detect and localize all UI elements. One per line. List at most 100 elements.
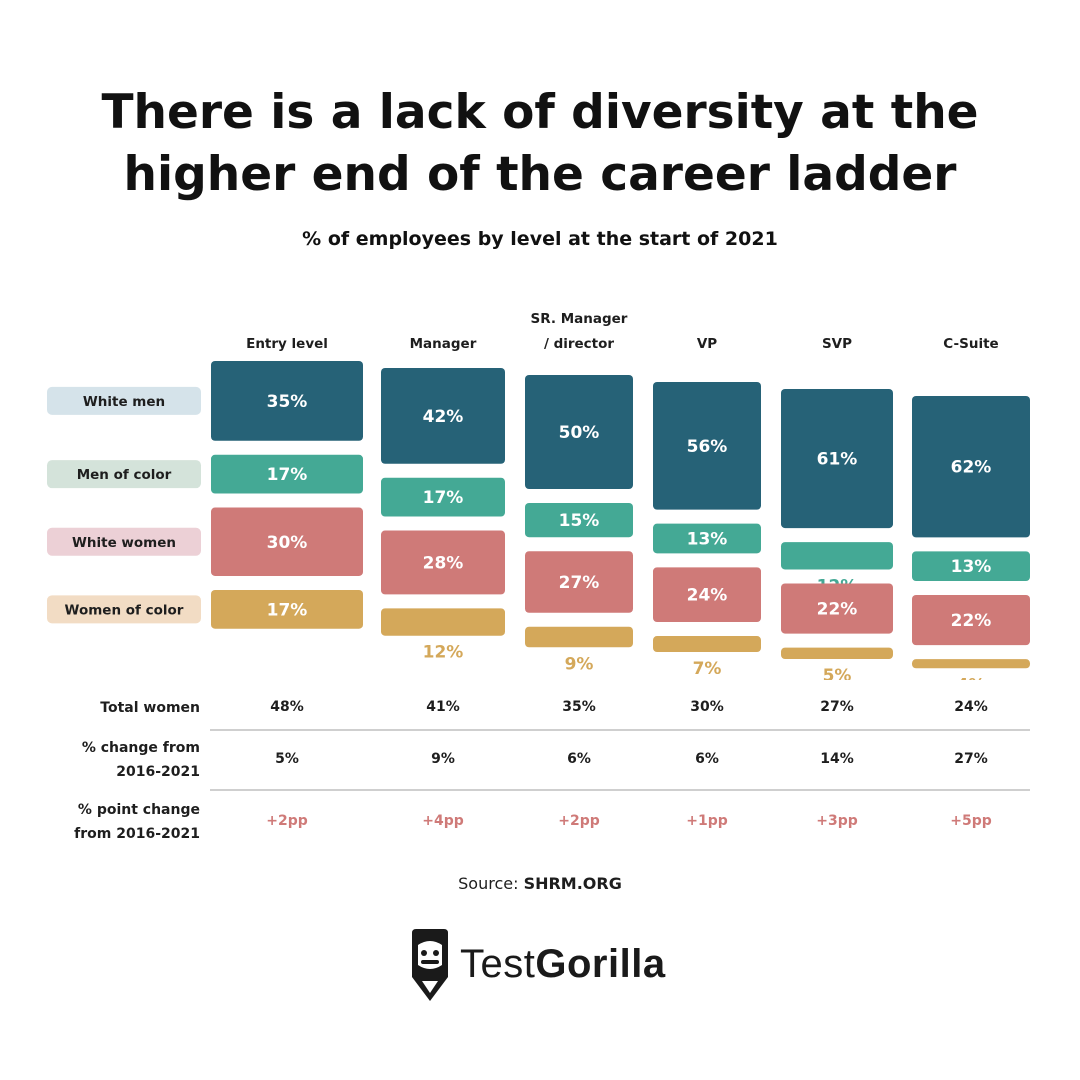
stats-cell: 14% — [820, 751, 854, 767]
legend-pill-white-men — [47, 386, 201, 415]
stats-divider — [210, 729, 1030, 731]
bar-women-of-color — [912, 659, 1030, 669]
stats-cell: +3pp — [816, 813, 858, 829]
stats-cell: 9% — [431, 751, 455, 767]
bar-white-men — [525, 375, 633, 489]
bar-women-of-color — [653, 636, 761, 652]
bar-white-women — [525, 551, 633, 613]
column-header: SR. Manager — [531, 311, 628, 327]
legend-label-white-women: White women — [72, 535, 176, 551]
source-note: Source: SHRM.ORG — [0, 874, 1080, 893]
stats-cell: 6% — [695, 751, 719, 767]
bar-value-label: 4% — [957, 675, 986, 680]
bar-white-men — [912, 396, 1030, 538]
bar-men-of-color — [653, 523, 761, 554]
bar-value-label: 17% — [267, 465, 308, 485]
bar-value-label: 24% — [687, 586, 728, 606]
logo-text-light: Test — [460, 941, 536, 986]
bar-value-label: 17% — [423, 488, 464, 508]
bar-men-of-color — [211, 454, 363, 494]
bar-value-label: 27% — [559, 573, 600, 593]
gorilla-icon — [412, 929, 448, 1001]
stats-cell: +1pp — [686, 813, 728, 829]
stats-row-label: % point change from 2016-2021 — [0, 798, 200, 846]
column-header: VP — [697, 336, 717, 352]
diversity-chart: White men Men of color White women Women of… — [47, 311, 1030, 680]
stats-cell: 30% — [690, 699, 724, 715]
bar-white-women — [653, 567, 761, 623]
testgorilla-logo: TestGorilla — [408, 924, 666, 1004]
title-line-1: There is a lack of diversity at the — [101, 85, 979, 140]
bar-value-label: 9% — [565, 654, 594, 674]
bar-value-label: 30% — [267, 533, 308, 553]
bar-men-of-color — [525, 503, 633, 538]
stats-cell: 48% — [270, 699, 304, 715]
stats-cell: 5% — [275, 751, 299, 767]
bar-men-of-color — [381, 477, 505, 517]
stats-row-label-line: from 2016-2021 — [74, 826, 200, 842]
bar-value-label: 42% — [423, 407, 464, 427]
column-header: SVP — [822, 336, 852, 352]
bar-white-women — [781, 583, 893, 634]
stats-cell: 24% — [954, 699, 988, 715]
bar-men-of-color — [912, 551, 1030, 581]
bar-white-men — [381, 368, 505, 464]
bar-value-label: 28% — [423, 553, 464, 573]
bar-women-of-color — [211, 589, 363, 629]
bar-women-of-color — [525, 626, 633, 648]
stats-cell: +5pp — [950, 813, 992, 829]
legend-label-men-of-color: Men of color — [77, 467, 172, 483]
stats-row-label-line: % change from — [81, 740, 200, 756]
bar-value-label: 12% — [423, 643, 464, 663]
bar-white-men — [781, 389, 893, 529]
bar-value-label: 13% — [951, 557, 992, 577]
stats-row-label-line: % point change — [77, 802, 200, 818]
column-header: C-Suite — [943, 336, 998, 352]
stats-cell: 41% — [426, 699, 460, 715]
column-header: / director — [544, 336, 614, 352]
stats-cell: +2pp — [558, 813, 600, 829]
logo-wordmark: TestGorilla — [460, 942, 666, 987]
stats-cell: 27% — [820, 699, 854, 715]
bar-value-label: 5% — [823, 666, 852, 680]
bar-value-label: 22% — [817, 600, 858, 620]
stats-cell: +2pp — [266, 813, 308, 829]
bar-value-label: 7% — [693, 659, 722, 679]
bar-value-label: 61% — [817, 450, 858, 470]
bar-white-men — [653, 382, 761, 510]
bar-women-of-color — [381, 608, 505, 636]
stats-row-label: % change from 2016-2021 — [0, 736, 200, 784]
source-name: SHRM.ORG — [523, 874, 622, 893]
legend-pill-women-of-color — [47, 595, 201, 624]
logo-text-bold: Gorilla — [535, 941, 666, 986]
bar-white-men — [211, 361, 363, 441]
bar-women-of-color — [781, 647, 893, 659]
bar-value-label: 15% — [559, 511, 600, 531]
stats-row-label: Total women — [0, 696, 200, 720]
stats-row-label-line: Total women — [100, 700, 200, 716]
bar-white-women — [912, 595, 1030, 646]
stats-row-label-line: 2016-2021 — [116, 764, 200, 780]
bar-value-label: 13% — [687, 530, 728, 550]
stats-cell: +4pp — [422, 813, 464, 829]
legend-label-white-men: White men — [83, 394, 165, 410]
column-header: Manager — [410, 336, 477, 352]
stats-cell: 35% — [562, 699, 596, 715]
bar-value-label: 35% — [267, 392, 308, 412]
bar-men-of-color — [781, 542, 893, 570]
bar-value-label: 50% — [559, 423, 600, 443]
legend-label-women-of-color: Women of color — [65, 602, 184, 618]
legend-pill-men-of-color — [47, 460, 201, 489]
bar-value-label: 62% — [951, 458, 992, 478]
bar-white-women — [381, 530, 505, 595]
chart-subtitle: % of employees by level at the start of … — [302, 228, 778, 250]
bar-value-label: 56% — [687, 437, 728, 457]
stats-cell: 6% — [567, 751, 591, 767]
bar-value-label: 22% — [951, 611, 992, 631]
page-title: There is a lack of diversity at the high… — [40, 82, 1040, 206]
title-line-2: higher end of the career ladder — [123, 147, 957, 202]
legend-pill-white-women — [47, 527, 201, 556]
bar-value-label: 17% — [267, 600, 308, 620]
stats-divider — [210, 789, 1030, 791]
